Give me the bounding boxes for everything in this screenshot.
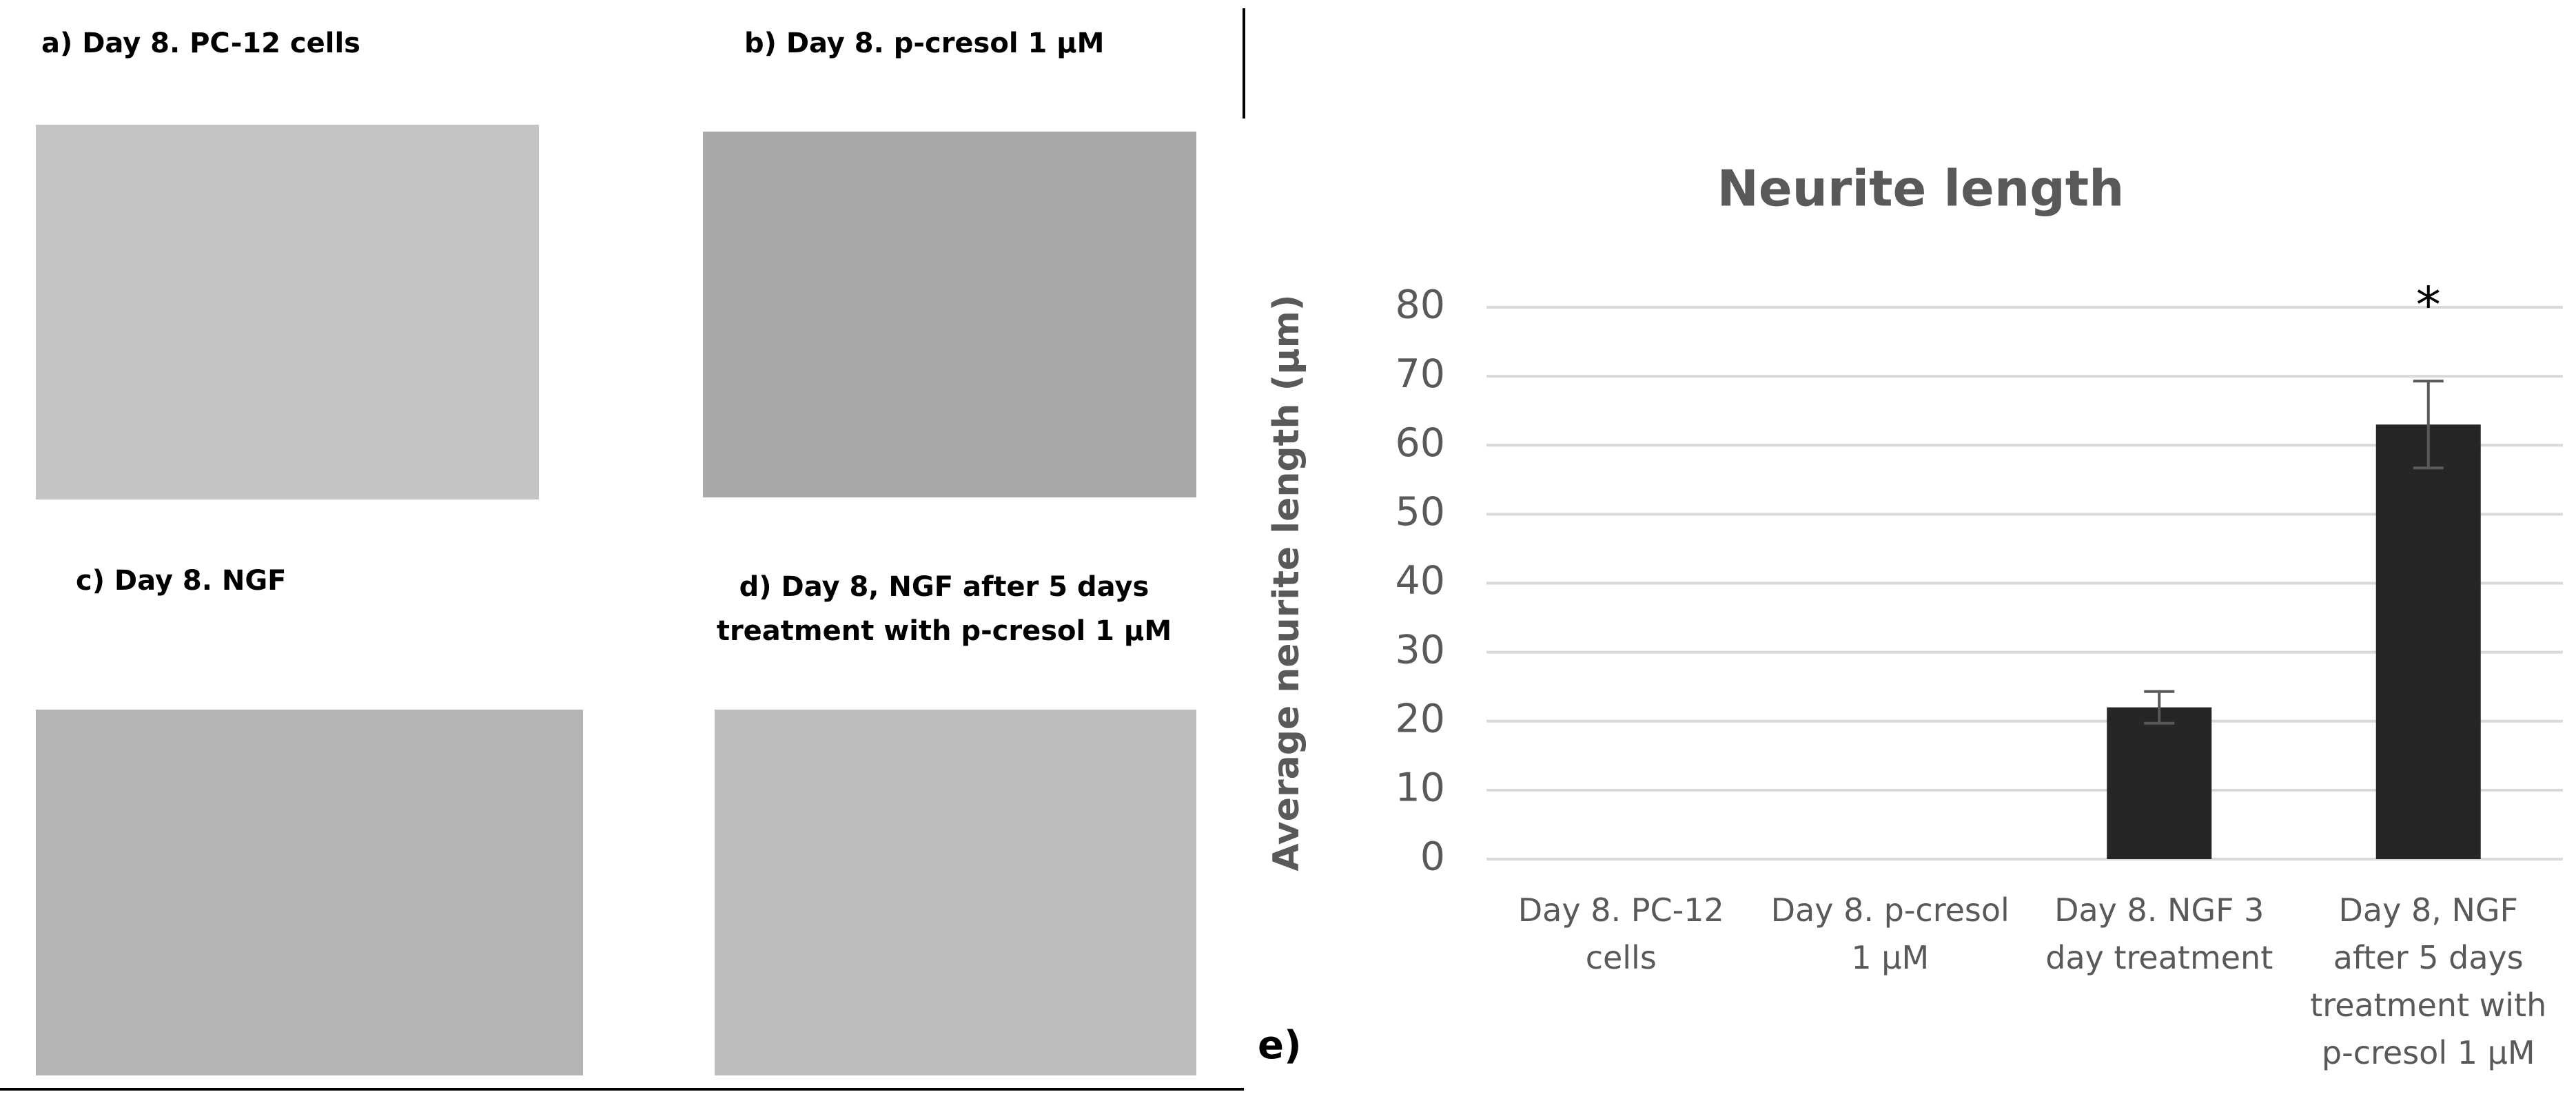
panel-label-box: c) Day 8. NGF: [76, 565, 287, 597]
x-tick-label: Day 8. PC-12 cells: [1517, 891, 1724, 976]
bar: [2375, 424, 2481, 859]
micrograph: [715, 710, 1196, 1075]
y-tick-label: 60: [1395, 420, 1445, 466]
panel-label-box: a) Day 8. PC-12 cells: [41, 28, 360, 59]
micrograph: [36, 710, 583, 1075]
panel-label: c) Day 8. NGF: [76, 565, 287, 597]
panel-label: a) Day 8. PC-12 cells: [41, 28, 360, 59]
x-tick-label-box: Day 8. NGF 3 day treatment: [2045, 891, 2273, 976]
y-tick-label: 50: [1395, 489, 1445, 535]
bar: [2107, 707, 2212, 859]
x-tick-label-box: Day 8. p-cresol 1 µM: [1770, 891, 2010, 976]
x-tick-label-box: Day 8. PC-12 cells: [1517, 891, 1724, 976]
micrograph: [36, 125, 539, 499]
x-tick-label-box: Day 8, NGF after 5 days treatment with p…: [2310, 891, 2547, 1071]
y-tick-label: 40: [1395, 558, 1445, 604]
panel-label: e): [1258, 1023, 1302, 1068]
y-tick-label: 70: [1395, 351, 1445, 397]
y-axis-label: Average neurite length (µm): [1266, 294, 1307, 871]
y-tick-label: 80: [1395, 282, 1445, 328]
x-tick-label: Day 8. p-cresol 1 µM: [1770, 891, 2010, 976]
chart-title: Neurite length: [1717, 160, 2125, 218]
significance-mark: *: [2416, 276, 2441, 334]
y-tick-label: 30: [1395, 627, 1445, 672]
y-tick-label: 0: [1420, 834, 1445, 880]
x-tick-label: Day 8, NGF after 5 days treatment with p…: [2310, 891, 2547, 1071]
y-tick-label: 20: [1395, 696, 1445, 741]
panel-label: b) Day 8. p-cresol 1 µM: [744, 28, 1105, 59]
panel-label: d) Day 8, NGF after 5 days treatment wit…: [716, 571, 1172, 647]
micrograph: [703, 132, 1196, 497]
x-tick-label: Day 8. NGF 3 day treatment: [2045, 891, 2273, 976]
panel-label-box: d) Day 8, NGF after 5 days treatment wit…: [716, 571, 1172, 647]
y-tick-label: 10: [1395, 765, 1445, 811]
panel-label-box: b) Day 8. p-cresol 1 µM: [744, 28, 1105, 59]
